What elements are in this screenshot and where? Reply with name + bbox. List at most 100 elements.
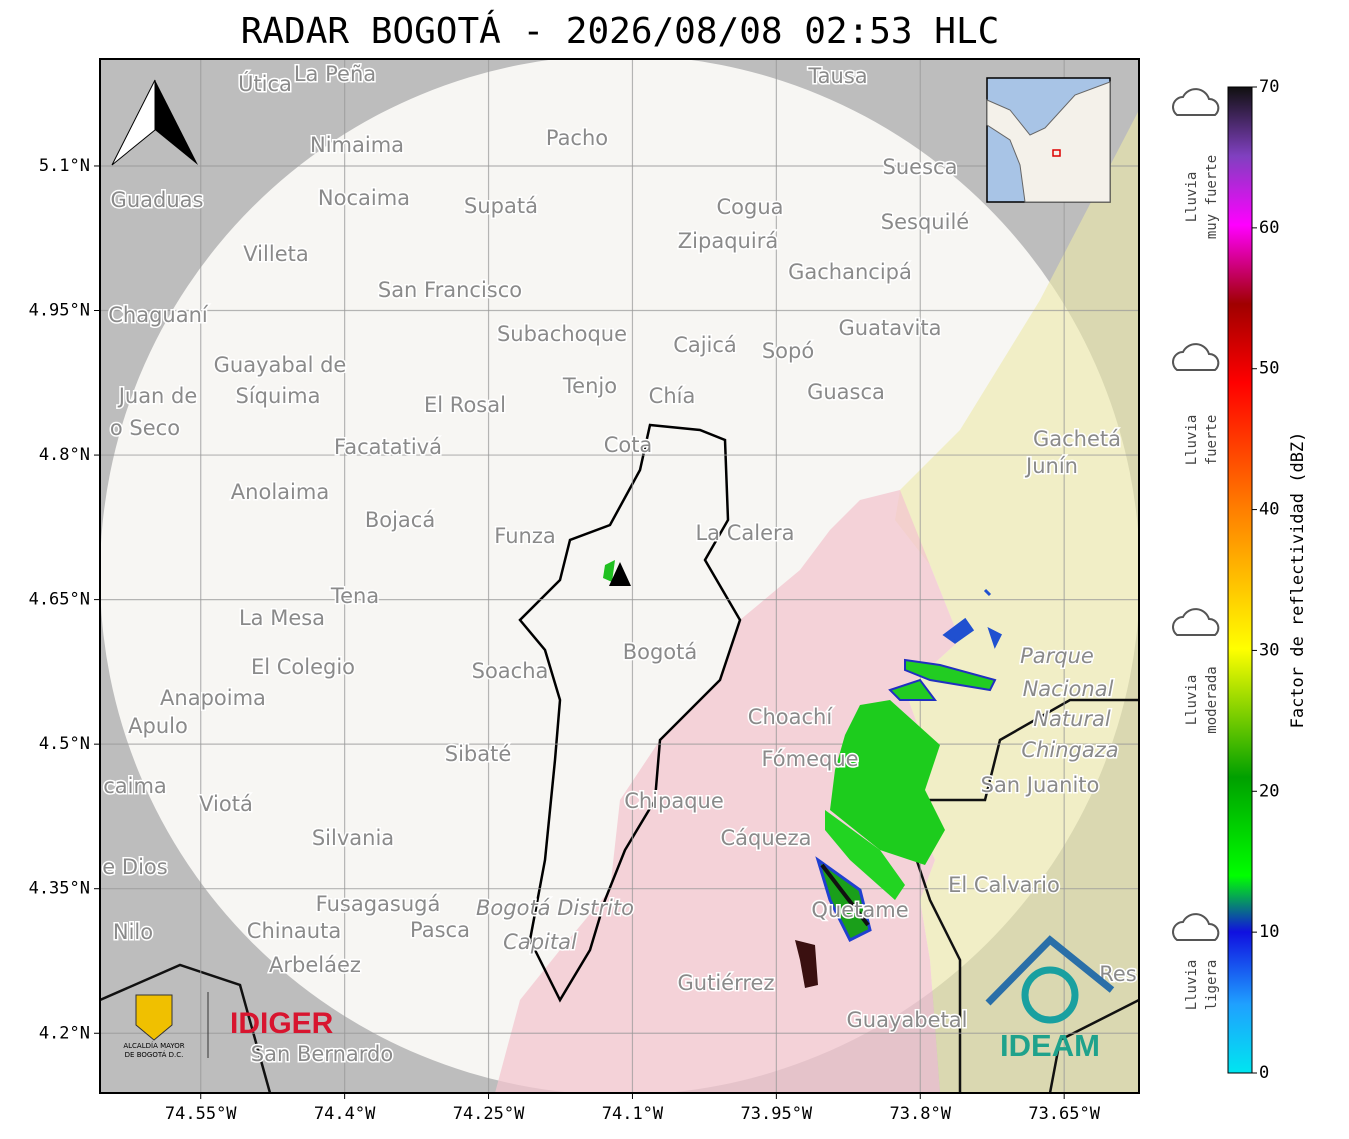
legend-label: Lluvia	[1184, 960, 1200, 1011]
colorbar-tick-label: 70	[1259, 77, 1279, 97]
y-tick-label: 4.95°N	[29, 301, 90, 321]
y-tick-label: 4.2°N	[39, 1023, 90, 1043]
place-label: e Dios	[102, 855, 167, 879]
place-label: Sesquilé	[881, 210, 969, 234]
echo	[825, 810, 905, 900]
y-tick-label: 4.5°N	[39, 734, 90, 754]
place-label: Capital	[503, 930, 577, 954]
alcaldia-logo: ALCALDÍA MAYOR DE BOGOTÁ D.C. IDIGER	[123, 992, 334, 1059]
map-frame	[99, 58, 1140, 1094]
echo	[795, 940, 818, 988]
place-label: Anapoima	[160, 686, 266, 710]
legend-label: muy fuerte	[1204, 155, 1220, 239]
place-label: Chaguaní	[108, 303, 209, 327]
place-label: Nilo	[113, 920, 153, 944]
place-label: Soacha	[472, 659, 549, 683]
place-label: Tenjo	[562, 374, 617, 398]
weather-icon	[1172, 608, 1220, 636]
colorbar	[1227, 86, 1253, 1074]
place-label: San Bernardo	[251, 1042, 393, 1066]
alcaldia-text: DE BOGOTÁ D.C.	[125, 1050, 184, 1059]
radar-site	[609, 562, 631, 586]
y-tick-label: 4.65°N	[29, 590, 90, 610]
legend-label: Lluvia	[1184, 172, 1200, 223]
place-label: San Francisco	[378, 278, 522, 302]
legend-label: fuerte	[1204, 415, 1220, 466]
place-label: Chía	[649, 384, 696, 408]
place-label: El Colegio	[251, 655, 355, 679]
region-meta	[495, 490, 960, 1093]
place-label: Nimaima	[310, 133, 404, 157]
north-arrow	[111, 79, 198, 166]
radar-echoes	[603, 560, 1003, 988]
x-tick-label: 73.95°W	[741, 1104, 813, 1124]
place-label: Chinauta	[247, 919, 341, 943]
echo	[830, 700, 945, 865]
place-label: Nacional	[1023, 677, 1114, 701]
place-label: Guaduas	[111, 188, 204, 212]
place-label: Útica	[238, 71, 292, 96]
place-label: Pasca	[410, 918, 470, 942]
place-label: Gutiérrez	[678, 971, 775, 995]
y-tick-label: 5.1°N	[39, 156, 90, 176]
echo	[603, 560, 615, 582]
place-label: Facatativá	[334, 435, 442, 459]
place-label: Apulo	[128, 714, 188, 738]
colorbar-tick-label: 40	[1259, 500, 1279, 520]
legend-label: Lluvia	[1184, 675, 1200, 726]
place-label: Sibaté	[445, 742, 512, 766]
place-label: Bojacá	[365, 508, 435, 532]
place-label: La Mesa	[239, 606, 325, 630]
place-label: Suesca	[883, 155, 958, 179]
place-label: Juan de	[117, 384, 198, 408]
place-label: Subachoque	[497, 322, 627, 346]
ideam-swirl	[1021, 966, 1079, 1024]
place-label: Bogotá Distrito	[476, 896, 634, 920]
place-label: El Rosal	[424, 393, 506, 417]
place-label: Cota	[604, 433, 653, 457]
place-label: Silvania	[312, 826, 394, 850]
place-label: Gachetá	[1033, 427, 1121, 451]
legend-label: Lluvia	[1184, 415, 1200, 466]
place-label: Guayabetal	[847, 1008, 968, 1032]
idiger-logo: IDIGER	[230, 1007, 334, 1040]
colorbar-label: Factor de reflectividad (dBZ)	[1288, 432, 1308, 729]
x-tick-label: 73.8°W	[890, 1104, 952, 1124]
place-label: Nocaima	[318, 186, 410, 210]
place-label: Zipaquirá	[678, 229, 778, 253]
inset-box	[1052, 149, 1061, 157]
place-label: Fómeque	[761, 747, 858, 771]
place-label: El Calvario	[948, 873, 1060, 897]
ideam-roof	[985, 935, 1115, 1006]
colorbar-tick-label: 30	[1259, 640, 1279, 660]
weather-icon	[1172, 913, 1220, 941]
y-tick-label: 4.35°N	[29, 879, 90, 899]
place-label: Cogua	[716, 195, 783, 219]
ideam-text: IDEAM	[1000, 1028, 1100, 1063]
title: RADAR BOGOTÁ - 2026/08/08 02:53 HLC	[241, 10, 1000, 52]
colorbar-tick-label: 10	[1259, 922, 1279, 942]
place-label: La Peña	[294, 62, 376, 86]
weather-icon	[1172, 88, 1220, 116]
ideam-logo: IDEAM	[985, 935, 1115, 1063]
x-tick-label: 74.55°W	[165, 1104, 237, 1124]
place-label: Parque	[1020, 644, 1094, 668]
place-label: Natural	[1033, 707, 1111, 731]
place-label: Tena	[330, 584, 379, 608]
place-label: Bogotá	[623, 640, 698, 664]
map-area: Útica La Peña Tausa Pacho Nimaima Suesca Guadu…	[100, 59, 1139, 1093]
place-label: caima	[103, 774, 167, 798]
place-label: Guayabal de	[214, 353, 347, 377]
place-label: Choachí	[748, 705, 834, 729]
place-label: o Seco	[110, 416, 180, 440]
echo	[820, 863, 870, 927]
inset-land	[986, 81, 1111, 203]
place-label: Anolaima	[231, 480, 329, 504]
place-label: Cáqueza	[721, 826, 812, 850]
echo	[888, 658, 997, 701]
place-label: Supatá	[464, 194, 538, 218]
alcaldia-text: ALCALDÍA MAYOR	[123, 1041, 184, 1050]
legend-label: ligera	[1204, 960, 1220, 1011]
